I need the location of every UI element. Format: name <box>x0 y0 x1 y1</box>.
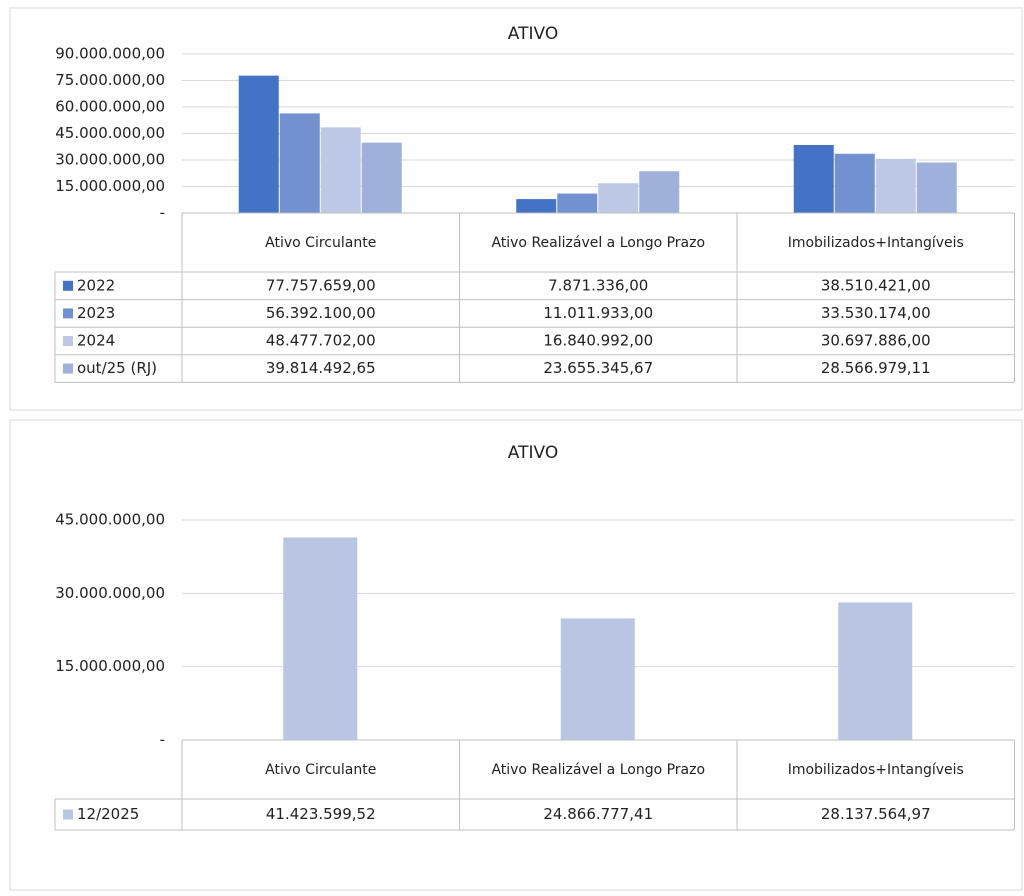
x-tick-label: Imobilizados+Intangíveis <box>787 761 964 778</box>
bar <box>560 618 635 740</box>
legend-swatch <box>63 363 73 374</box>
category-cell: Ativo Realizável a Longo Prazo <box>491 761 706 778</box>
value-cell: 28.566.979,11 <box>821 359 931 377</box>
bar <box>834 153 875 213</box>
category-cell: Imobilizados+Intangíveis <box>787 761 964 778</box>
y-tick-label: 60.000.000,00 <box>55 98 165 116</box>
y-tick-label: 15.000.000,00 <box>55 177 165 195</box>
legend-label: out/25 (RJ) <box>77 359 157 377</box>
chart-title: ATIVO <box>508 443 558 463</box>
bar <box>320 127 361 213</box>
legend-swatch <box>63 308 73 319</box>
category-cell: Ativo Circulante <box>265 234 377 251</box>
value-cell: 41.423.599,52 <box>266 805 376 823</box>
value-cell: 23.655.345,67 <box>543 359 653 377</box>
bar <box>279 113 320 213</box>
y-tick-label: 75.000.000,00 <box>55 71 165 89</box>
value-cell: 38.510.421,00 <box>821 276 931 294</box>
value-cell: 30.697.886,00 <box>821 332 931 350</box>
value-cell: 39.814.492,65 <box>266 359 376 377</box>
category-cell: Ativo Circulante <box>265 761 377 778</box>
y-tick-label: 30.000.000,00 <box>55 151 165 169</box>
bar <box>838 602 913 740</box>
y-tick-label: - <box>160 204 165 222</box>
bar <box>793 144 834 213</box>
y-tick-label: 45.000.000,00 <box>55 511 165 529</box>
value-cell: 33.530.174,00 <box>821 304 931 322</box>
x-tick-label: Ativo Circulante <box>265 761 377 778</box>
category-cell: Ativo Realizável a Longo Prazo <box>491 234 706 251</box>
bar <box>557 193 598 213</box>
legend-label: 2024 <box>77 332 115 350</box>
chart-title: ATIVO <box>508 24 558 44</box>
legend-swatch <box>63 809 73 820</box>
bar <box>875 158 916 213</box>
legend-label: 12/2025 <box>77 805 139 823</box>
x-tick-label: Ativo Realizável a Longo Prazo <box>491 234 706 251</box>
value-cell: 77.757.659,00 <box>266 276 376 294</box>
y-tick-label: - <box>160 731 165 749</box>
category-cell: Imobilizados+Intangíveis <box>787 234 964 251</box>
legend-label: 2023 <box>77 304 115 322</box>
bar <box>639 171 680 213</box>
bar <box>361 142 402 213</box>
y-tick-label: 90.000.000,00 <box>55 45 165 63</box>
x-tick-label: Imobilizados+Intangíveis <box>787 234 964 251</box>
x-tick-label: Ativo Circulante <box>265 234 377 251</box>
value-cell: 48.477.702,00 <box>266 332 376 350</box>
legend-swatch <box>63 336 73 346</box>
legend-swatch <box>63 280 73 291</box>
value-cell: 11.011.933,00 <box>543 304 653 322</box>
value-cell: 24.866.777,41 <box>543 805 653 823</box>
bar <box>283 537 358 740</box>
value-cell: 7.871.336,00 <box>548 276 648 294</box>
bar <box>916 162 957 213</box>
bar <box>516 199 557 213</box>
legend-label: 2022 <box>77 276 115 294</box>
y-tick-label: 15.000.000,00 <box>55 657 165 675</box>
bar <box>598 183 639 213</box>
y-tick-label: 30.000.000,00 <box>55 584 165 602</box>
bar <box>238 75 279 213</box>
value-cell: 28.137.564,97 <box>821 805 931 823</box>
value-cell: 56.392.100,00 <box>266 304 376 322</box>
value-cell: 16.840.992,00 <box>543 332 653 350</box>
y-tick-label: 45.000.000,00 <box>55 124 165 142</box>
x-tick-label: Ativo Realizável a Longo Prazo <box>491 761 706 778</box>
